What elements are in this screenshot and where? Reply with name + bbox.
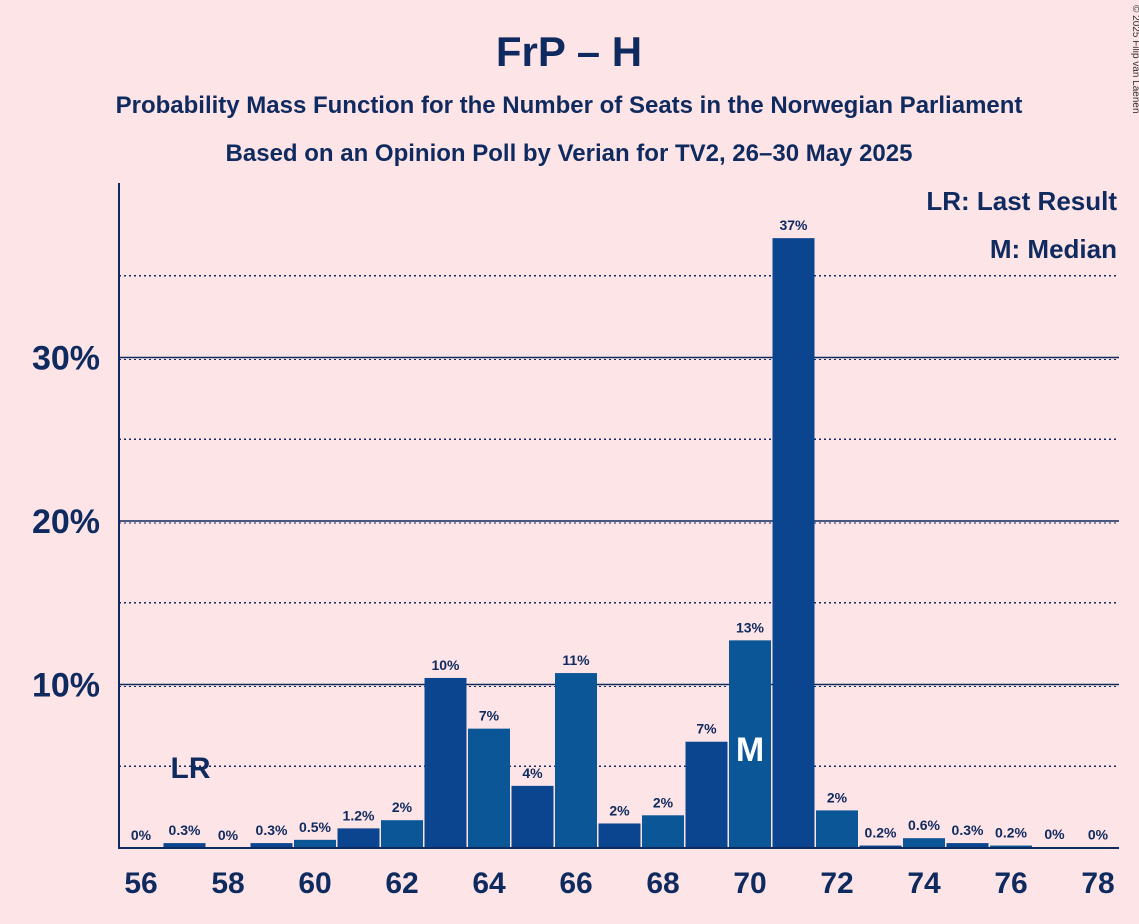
data-label-seat-76: 0.2%: [995, 825, 1027, 841]
bar-seat-66: [555, 673, 597, 848]
bar-seat-68: [642, 815, 684, 848]
bar-seat-61: [337, 828, 380, 848]
chart-subtitle-2: Based on an Opinion Poll by Verian for T…: [226, 140, 913, 167]
bar-seat-64: [468, 728, 510, 848]
legend-last-result: LR: Last Result: [926, 186, 1117, 216]
last-result-marker: LR: [171, 752, 211, 785]
bar-seat-60: [294, 839, 336, 848]
data-label-seat-78: 0%: [1088, 827, 1109, 843]
y-tick-label: 30%: [32, 340, 100, 378]
data-label-seat-56: 0%: [131, 827, 152, 843]
bar-seat-69: [685, 741, 728, 848]
data-labels: 0% 0.3% 0% 0.3% 0.5% 1.2% 2% 10% 7% 4% 11% 2% 2% 7% 13…: [131, 217, 1109, 843]
x-tick-label: 56: [124, 867, 157, 900]
bar-seat-63: [424, 677, 467, 848]
data-label-seat-67: 2%: [609, 802, 630, 818]
bar-seat-67: [598, 823, 641, 848]
data-label-seat-57: 0.3%: [169, 822, 201, 838]
x-tick-label: 60: [298, 867, 331, 900]
data-label-seat-58: 0%: [218, 827, 239, 843]
x-tick-labels: 56 58 60 62 64 66 68 70 72 74 76 78: [124, 867, 1114, 900]
data-label-seat-74: 0.6%: [908, 817, 940, 833]
y-tick-label: 20%: [32, 503, 100, 541]
data-label-seat-71: 37%: [779, 217, 808, 233]
bar-seat-74: [903, 838, 945, 848]
median-marker: M: [736, 731, 764, 769]
bar-seat-70: [729, 640, 771, 848]
data-label-seat-64: 7%: [479, 708, 500, 724]
copyright-note: © 2025 Filip van Laenen: [1130, 5, 1139, 114]
bar-seat-73: [859, 845, 902, 848]
legend-median: M: Median: [990, 234, 1117, 264]
chart-title: FrP – H: [496, 28, 642, 75]
x-tick-label: 78: [1081, 867, 1114, 900]
x-tick-label: 64: [472, 867, 506, 900]
grid-lines: [119, 274, 1119, 768]
x-tick-label: 62: [385, 867, 418, 900]
bar-seat-65: [511, 785, 554, 848]
data-label-seat-69: 7%: [696, 721, 717, 737]
data-label-seat-68: 2%: [653, 794, 674, 810]
y-tick-labels: 10% 20% 30%: [32, 340, 100, 705]
data-label-seat-73: 0.2%: [865, 825, 897, 841]
data-label-seat-77: 0%: [1044, 826, 1065, 842]
data-label-seat-75: 0.3%: [952, 822, 984, 838]
x-tick-label: 70: [733, 867, 766, 900]
data-label-seat-60: 0.5%: [299, 819, 331, 835]
bar-seat-71: [772, 238, 815, 848]
y-tick-label: 10%: [32, 667, 100, 705]
x-tick-label: 74: [907, 867, 941, 900]
chart-subtitle-1: Probability Mass Function for the Number…: [116, 92, 1023, 119]
data-label-seat-65: 4%: [522, 765, 543, 781]
bars: [163, 238, 1119, 848]
bar-seat-62: [381, 820, 423, 848]
data-label-seat-66: 11%: [562, 652, 590, 668]
data-label-seat-72: 2%: [827, 789, 848, 805]
x-tick-label: 66: [559, 867, 592, 900]
bar-seat-76: [990, 845, 1032, 848]
data-label-seat-62: 2%: [392, 799, 413, 815]
x-tick-label: 68: [646, 867, 679, 900]
x-tick-label: 76: [994, 867, 1027, 900]
data-label-seat-63: 10%: [431, 657, 460, 673]
x-tick-label: 58: [211, 867, 244, 900]
bar-seat-72: [816, 810, 858, 848]
x-tick-label: 72: [820, 867, 853, 900]
bar-seat-75: [946, 843, 989, 848]
data-label-seat-70: 13%: [736, 619, 765, 635]
data-label-seat-59: 0.3%: [256, 822, 288, 838]
data-label-seat-61: 1.2%: [343, 807, 375, 823]
bar-seat-59: [250, 843, 293, 848]
bar-seat-57: [163, 843, 206, 848]
